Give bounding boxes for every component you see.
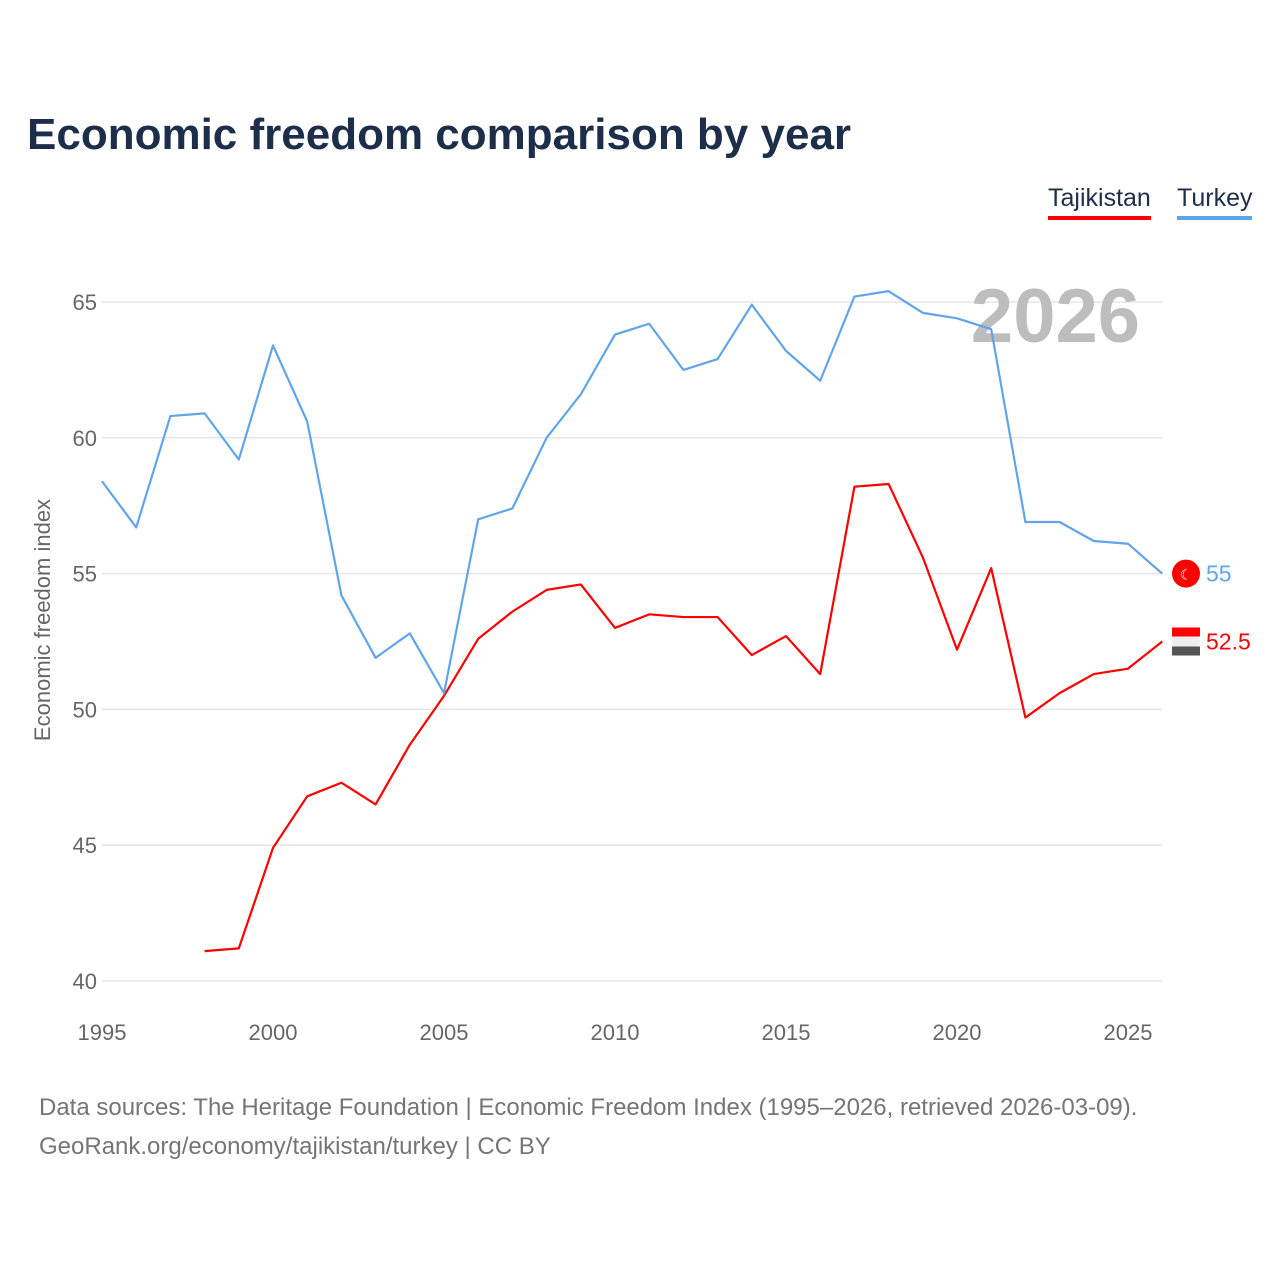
flag-stripe-dark (1172, 646, 1200, 656)
source-text: Data sources: The Heritage Foundation | … (39, 1094, 1138, 1121)
x-tick-label: 2020 (933, 1020, 982, 1045)
legend-turkey[interactable]: Turkey (1177, 184, 1253, 220)
y-tick-label: 60 (73, 426, 97, 451)
x-tick-label: 2005 (420, 1020, 469, 1045)
footer: Data sources: The Heritage Foundation | … (39, 1088, 1137, 1166)
end-value-label: 55 (1206, 561, 1232, 587)
flag-icon-turkey (1172, 559, 1200, 588)
x-tick-label: 2015 (762, 1020, 811, 1045)
year-label: 2026 (971, 274, 1140, 359)
y-axis-label: Economic freedom index (30, 499, 55, 741)
series-line-turkey (101, 290, 1163, 695)
series-line-tajikistan (204, 482, 1163, 953)
end-value-label: 52.5 (1206, 629, 1251, 655)
x-tick-label: 2010 (591, 1020, 640, 1045)
y-tick-label: 55 (73, 562, 97, 587)
line-chart: 40 45 50 55 60 65 1995 2000 2005 2010 2015 2020 2025… (30, 274, 1251, 1045)
y-tick-label: 45 (73, 833, 97, 858)
y-tick-label: 65 (73, 290, 97, 315)
x-tick-label: 1995 (78, 1020, 127, 1045)
x-tick-label: 2025 (1104, 1020, 1153, 1045)
source-link[interactable]: GeoRank.org/economy/tajikistan/turkey | … (39, 1133, 551, 1160)
flag-crescent: ☾ (1180, 567, 1193, 583)
y-tick-label: 40 (73, 969, 97, 994)
chart-title: Economic freedom comparison by year (27, 110, 852, 159)
x-tick-label: 2000 (249, 1020, 298, 1045)
y-tick-label: 50 (73, 697, 97, 722)
legend-tajikistan[interactable]: Tajikistan (1048, 184, 1151, 220)
flag-stripe-red (1172, 627, 1200, 637)
